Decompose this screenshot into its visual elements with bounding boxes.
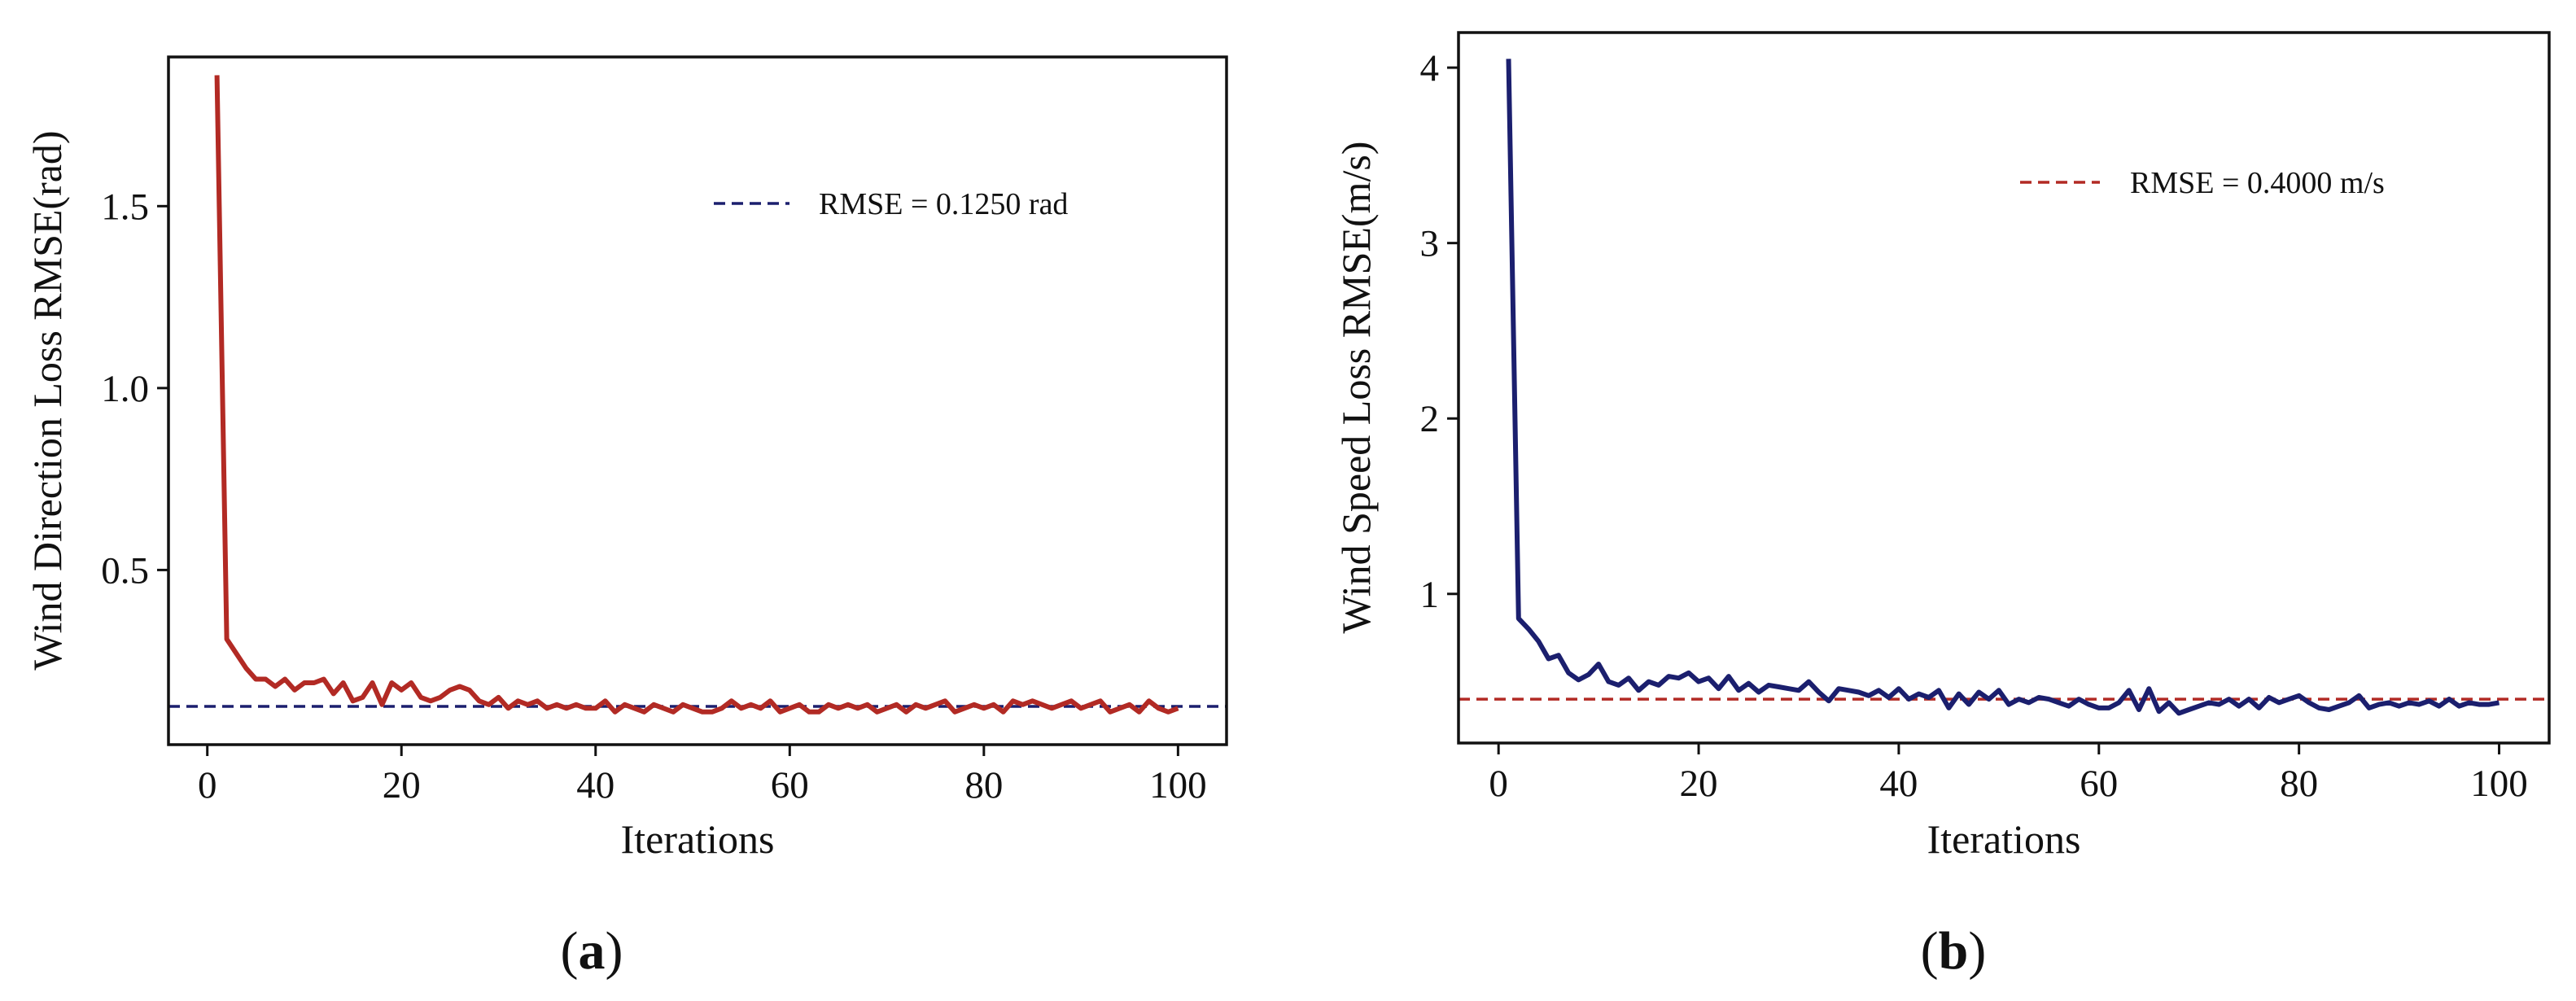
panel-a-caption: (a) [561,921,623,981]
panel-a-y-tick-label: 1.0 [101,368,149,410]
panel-b-x-tick-label: 20 [1680,763,1718,805]
panel-b-legend-label: RMSE = 0.4000 m/s [2130,166,2385,200]
panel-b-x-tick-label: 80 [2280,763,2318,805]
panel-b-x-tick-label: 0 [1489,763,1508,805]
panel-a-axes-frame [167,55,1228,746]
panel-a-legend-label: RMSE = 0.1250 rad [819,187,1068,221]
panel-a-x-tick-label: 20 [383,764,421,806]
panel-b-loss-line [1506,59,2500,716]
panel-b-y-tick-label: 2 [1420,398,1440,440]
panel-b-y-tick-label: 1 [1420,574,1440,616]
panel-b-y-tick-label: 3 [1420,223,1440,265]
panel-b-axes-frame [1457,31,2551,745]
panel-a-x-tick-label: 0 [198,764,217,806]
panel-a-x-axis-title: Iterations [621,816,775,862]
panel-a-x-tick-label: 40 [576,764,614,806]
panel-b-y-axis-title: Wind Speed Loss RMSE(m/s) [1333,142,1379,634]
panel-a-y-axis-title: Wind Direction Loss RMSE(rad) [24,130,70,670]
panel-b-x-tick-label: 40 [1879,763,1918,805]
panel-a-y-tick-label: 1.5 [101,186,149,228]
panel-b-x-tick-label: 100 [2470,763,2528,805]
panel-a-x-tick-label: 60 [771,764,809,806]
panel-a-y-tick-label: 0.5 [101,549,149,592]
panel-b-caption: (b) [1921,921,1987,981]
panel-b-wind-speed: 0 20 40 60 80 100 1 2 3 4 RMSE = 0.4000 m/s Itera… [1333,31,2551,981]
panel-a-x-tick-label: 100 [1149,764,1207,806]
panel-a-legend: RMSE = 0.1250 rad [714,187,1068,221]
panel-b-y-tick-label: 4 [1420,47,1440,90]
panel-a-x-tick-label: 80 [964,764,1003,806]
panel-a-loss-line [214,75,1179,715]
panel-b-legend: RMSE = 0.4000 m/s [2020,166,2385,200]
panel-b-x-tick-label: 60 [2080,763,2118,805]
panel-b-x-axis-title: Iterations [1927,816,2081,862]
